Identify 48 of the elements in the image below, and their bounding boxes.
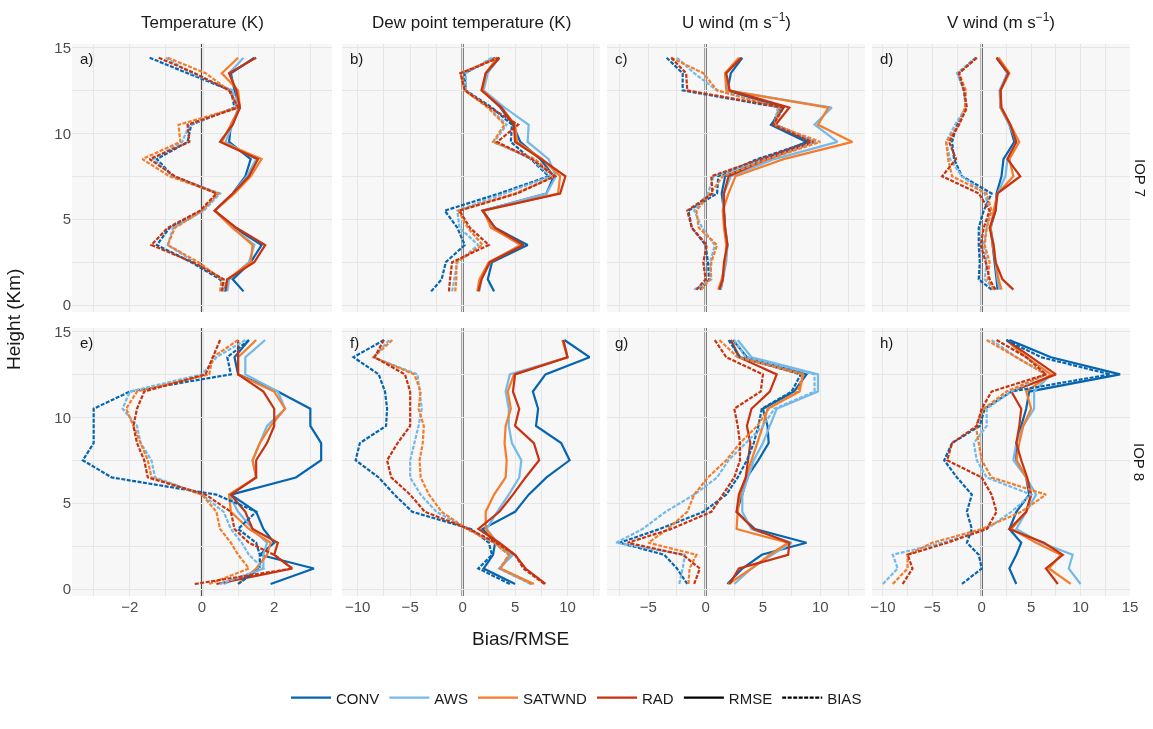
annotation: a) [80,50,94,67]
x-tick-label: −10 [345,598,371,615]
x-tick-label: 10 [559,598,576,615]
legend-label: BIAS [827,689,862,707]
y-tick-label: 15 [54,322,71,340]
x-tick-label: 0 [701,598,710,615]
y-axis-title: Height (Km) [3,268,24,370]
x-tick-label: 0 [458,598,467,615]
x-tick-label: −5 [639,598,657,615]
annotation: g) [615,334,629,351]
x-tick-label: 0 [977,598,986,615]
legend-label: SATWND [522,689,588,707]
x-tick-label: −5 [923,598,941,615]
legend-label: AWS [434,689,468,707]
legend-label: CONV [336,689,380,707]
y-tick-label: 0 [62,296,71,314]
chart-title: U wind (m s$^{−1}$) [682,10,791,33]
y-tick-label: 10 [54,408,71,426]
x-tick-label: 0 [197,598,207,615]
annotation: h) [880,334,894,351]
x-tick-label: 5 [758,598,768,615]
text: IOP 8 [1131,443,1148,482]
annotation: d) [880,50,894,67]
x-axis-title: Bias/RMSE [472,628,570,649]
annotation: f) [350,334,360,351]
y-tick-label: 10 [54,124,71,142]
annotation: e) [80,334,94,351]
x-tick-label: 15 [1121,598,1139,615]
x-tick-label: −5 [401,598,419,615]
annotation: c) [615,50,628,67]
text: IOP 7 [1132,159,1149,198]
x-tick-label: −10 [870,598,896,615]
legend-label: RAD [642,689,674,707]
legend-label: RMSE [728,689,773,707]
y-tick-label: 5 [62,210,71,228]
y-tick-label: 5 [62,494,71,512]
annotation: b) [350,50,364,67]
x-tick-label: 5 [510,598,520,615]
chart-title: Dew point temperature (K) [372,13,572,32]
x-tick-label: 2 [270,598,279,615]
chart-title: V wind (m s$^{−1}$) [947,10,1056,33]
x-tick-label: 10 [811,598,829,615]
chart-title: Temperature (K) [141,13,264,32]
y-tick-label: 15 [54,38,71,56]
x-tick-label: 10 [1072,598,1089,615]
x-tick-label: 5 [1026,598,1036,615]
y-tick-label: 0 [62,580,71,598]
x-tick-label: −2 [121,598,139,615]
